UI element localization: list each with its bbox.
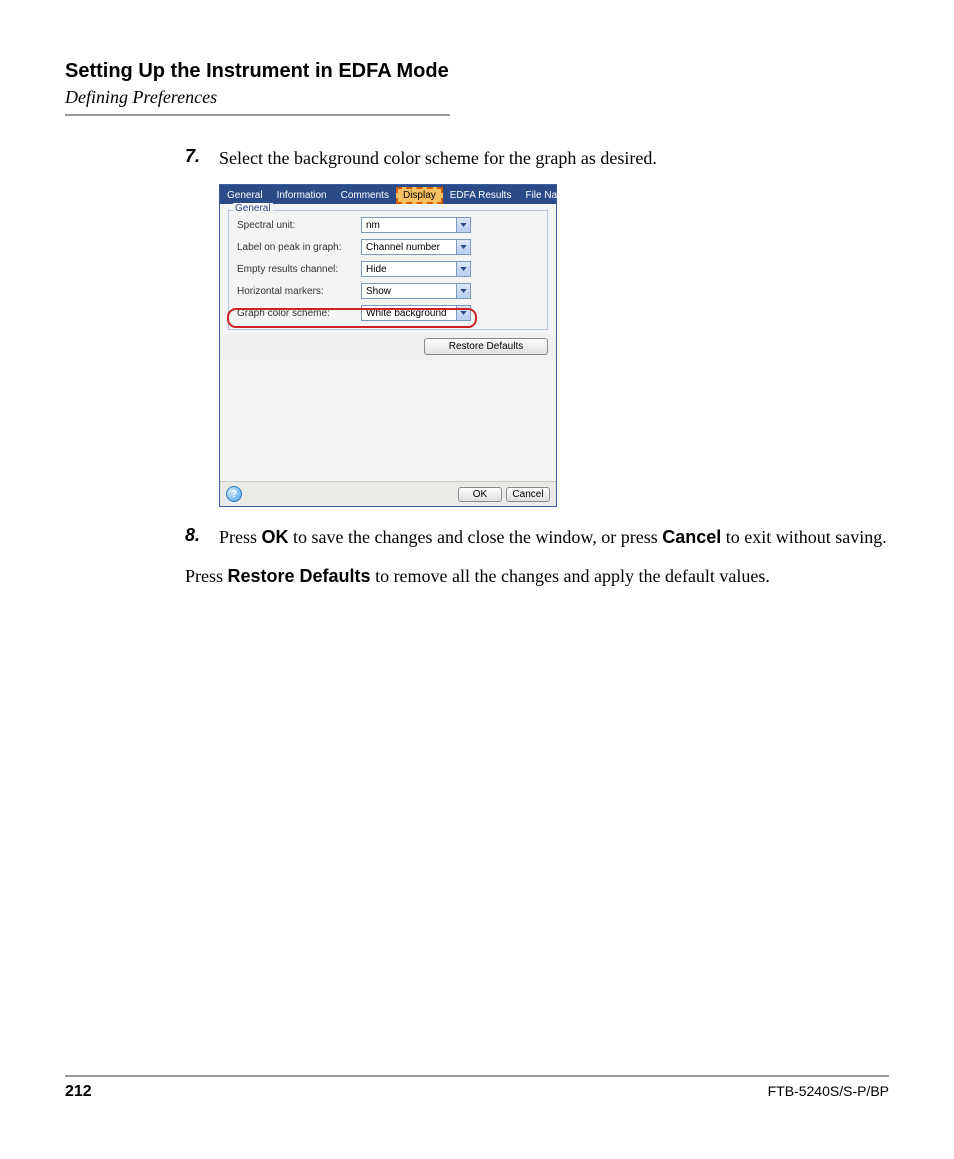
para-prefix: Press xyxy=(185,566,228,586)
dropdown-horizontal-markers-value: Show xyxy=(362,286,456,297)
step-8-suffix: to exit without saving. xyxy=(721,527,887,547)
help-icon[interactable]: ? xyxy=(226,486,242,502)
tab-information[interactable]: Information xyxy=(270,187,334,204)
chevron-down-icon[interactable] xyxy=(456,218,470,232)
ok-button[interactable]: OK xyxy=(458,487,502,502)
tab-edfa-results[interactable]: EDFA Results xyxy=(443,187,519,204)
row-spectral-unit: Spectral unit: nm xyxy=(237,217,539,233)
step-7-text: Select the background color scheme for t… xyxy=(219,146,657,170)
label-label-on-peak: Label on peak in graph: xyxy=(237,242,361,253)
dropdown-empty-results-value: Hide xyxy=(362,264,456,275)
dialog-empty-area xyxy=(220,361,556,481)
header-rule xyxy=(65,114,450,116)
page-footer: 212 FTB-5240S/S-P/BP xyxy=(65,1075,889,1101)
dropdown-label-on-peak[interactable]: Channel number xyxy=(361,239,471,255)
step-8-text: Press OK to save the changes and close t… xyxy=(219,525,887,549)
row-label-on-peak: Label on peak in graph: Channel number xyxy=(237,239,539,255)
label-graph-color-scheme: Graph color scheme: xyxy=(237,308,361,319)
footer-rule xyxy=(65,1075,889,1077)
dropdown-label-on-peak-value: Channel number xyxy=(362,242,456,253)
chevron-down-icon[interactable] xyxy=(456,240,470,254)
step-7-number: 7. xyxy=(185,146,219,170)
tab-display[interactable]: Display xyxy=(396,187,443,204)
dropdown-spectral-unit-value: nm xyxy=(362,220,456,231)
step-8-mid: to save the changes and close the window… xyxy=(289,527,663,547)
step-8-prefix: Press xyxy=(219,527,262,547)
row-graph-color-scheme: Graph color scheme: White background xyxy=(237,305,539,321)
tab-bar: General Information Comments Display EDF… xyxy=(220,185,556,204)
row-empty-results: Empty results channel: Hide xyxy=(237,261,539,277)
page-title: Setting Up the Instrument in EDFA Mode xyxy=(65,60,889,83)
step-8-number: 8. xyxy=(185,525,219,549)
fieldset-legend: General xyxy=(233,203,273,214)
product-model: FTB-5240S/S-P/BP xyxy=(768,1083,889,1101)
label-horizontal-markers: Horizontal markers: xyxy=(237,286,361,297)
restore-defaults-paragraph: Press Restore Defaults to remove all the… xyxy=(185,564,889,588)
chevron-down-icon[interactable] xyxy=(456,284,470,298)
page-number: 212 xyxy=(65,1083,92,1101)
step-8-ok-bold: OK xyxy=(262,527,289,547)
restore-defaults-button[interactable]: Restore Defaults xyxy=(424,338,548,355)
dropdown-empty-results[interactable]: Hide xyxy=(361,261,471,277)
page-subtitle: Defining Preferences xyxy=(65,87,889,108)
step-7: 7. Select the background color scheme fo… xyxy=(185,146,889,170)
step-8-cancel-bold: Cancel xyxy=(662,527,721,547)
general-fieldset: General Spectral unit: nm Label on peak … xyxy=(228,210,548,330)
tab-file-name[interactable]: File Name xyxy=(518,187,578,204)
preferences-dialog: General Information Comments Display EDF… xyxy=(219,184,557,507)
cancel-button[interactable]: Cancel xyxy=(506,487,550,502)
restore-row: Restore Defaults xyxy=(220,334,556,361)
row-horizontal-markers: Horizontal markers: Show xyxy=(237,283,539,299)
tab-comments[interactable]: Comments xyxy=(334,187,396,204)
dropdown-horizontal-markers[interactable]: Show xyxy=(361,283,471,299)
para-suffix: to remove all the changes and apply the … xyxy=(371,566,770,586)
chevron-down-icon[interactable] xyxy=(456,306,470,320)
dialog-footer: ? OK Cancel xyxy=(220,481,556,506)
dropdown-graph-color-scheme-value: White background xyxy=(362,308,456,319)
dropdown-graph-color-scheme[interactable]: White background xyxy=(361,305,471,321)
label-empty-results: Empty results channel: xyxy=(237,264,361,275)
para-restore-bold: Restore Defaults xyxy=(228,566,371,586)
step-8: 8. Press OK to save the changes and clos… xyxy=(185,525,889,549)
chevron-down-icon[interactable] xyxy=(456,262,470,276)
label-spectral-unit: Spectral unit: xyxy=(237,220,361,231)
tab-general[interactable]: General xyxy=(220,187,270,204)
dropdown-spectral-unit[interactable]: nm xyxy=(361,217,471,233)
